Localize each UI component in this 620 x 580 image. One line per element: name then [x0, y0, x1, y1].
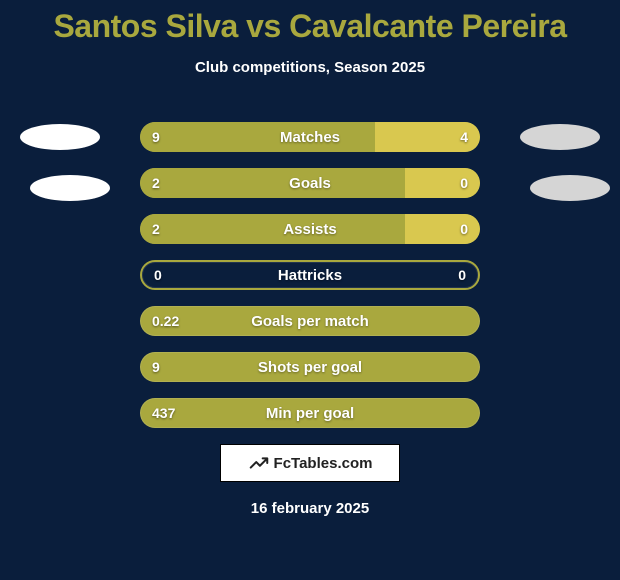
player1-flag-1 [20, 124, 100, 150]
bar-label: Goals per match [140, 306, 480, 336]
bar-value-right: 0 [458, 262, 466, 288]
bar-value-right: 0 [460, 214, 468, 244]
bar-value-left: 437 [152, 398, 175, 428]
page-title: Santos Silva vs Cavalcante Pereira [0, 0, 620, 45]
bar-goals-per-match: 0.22 Goals per match [140, 306, 480, 336]
bar-label: Shots per goal [140, 352, 480, 382]
bar-assists: 2 Assists 0 [140, 214, 480, 244]
bar-hattricks: 0 Hattricks 0 [140, 260, 480, 290]
player1-flag-2 [30, 175, 110, 201]
bar-label: Min per goal [140, 398, 480, 428]
bar-value-left: 2 [152, 168, 160, 198]
subtitle: Club competitions, Season 2025 [0, 59, 620, 76]
player2-flag-1 [520, 124, 600, 150]
bar-label: Assists [140, 214, 480, 244]
bar-matches: 9 Matches 4 [140, 122, 480, 152]
bar-value-left: 2 [152, 214, 160, 244]
logo-box: FcTables.com [220, 444, 400, 482]
bar-shots-per-goal: 9 Shots per goal [140, 352, 480, 382]
bar-value-right: 0 [460, 168, 468, 198]
bar-value-left: 0.22 [152, 306, 179, 336]
bar-min-per-goal: 437 Min per goal [140, 398, 480, 428]
bar-value-right: 4 [460, 122, 468, 152]
bar-label: Goals [140, 168, 480, 198]
player2-flag-2 [530, 175, 610, 201]
logo-text: FcTables.com [274, 455, 373, 472]
bar-value-left: 9 [152, 122, 160, 152]
bar-label: Hattricks [142, 262, 478, 288]
date-text: 16 february 2025 [0, 500, 620, 517]
bar-goals: 2 Goals 0 [140, 168, 480, 198]
comparison-bars: 9 Matches 4 2 Goals 0 2 Assists 0 0 Hatt… [140, 122, 480, 444]
bar-label: Matches [140, 122, 480, 152]
bar-value-left: 0 [154, 262, 162, 288]
bar-value-left: 9 [152, 352, 160, 382]
chart-arrow-icon [248, 452, 270, 474]
